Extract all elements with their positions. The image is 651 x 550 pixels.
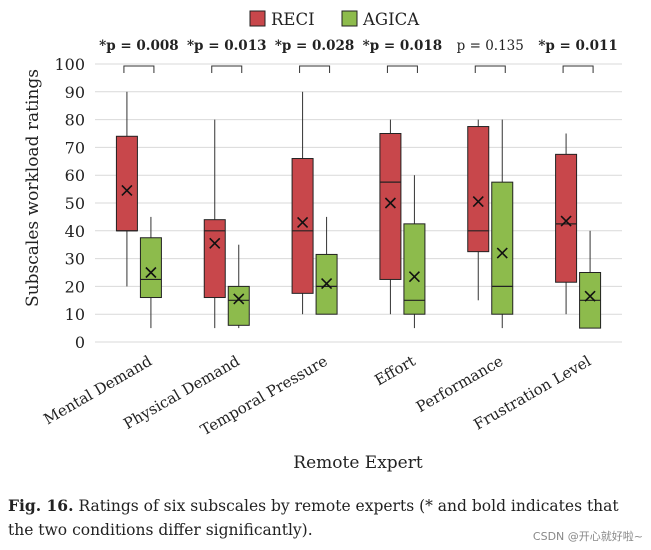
legend-label: RECI	[271, 10, 315, 29]
box-iqr	[379, 133, 402, 280]
agica-box	[227, 244, 250, 329]
mean-marker	[496, 247, 508, 259]
mean-marker	[145, 266, 157, 279]
significance-bracket	[211, 65, 243, 73]
p-value-label: *p = 0.011	[538, 38, 617, 54]
agica-box	[579, 230, 602, 329]
x-tick-label: Effort	[371, 352, 418, 390]
reci-box	[115, 91, 138, 287]
gridlines	[95, 63, 622, 343]
significance-bracket	[474, 65, 506, 73]
p-value-label: p = 0.135	[457, 38, 524, 54]
mean-marker	[472, 196, 484, 208]
reci-box	[379, 119, 402, 315]
significance-bracket	[386, 65, 418, 73]
agica-box	[139, 216, 162, 329]
mean-marker	[297, 216, 309, 229]
mean-marker	[408, 271, 420, 283]
y-tick-label: 30	[65, 250, 85, 269]
reci-box	[467, 119, 490, 301]
p-value-label: *p = 0.018	[363, 38, 442, 54]
box-iqr	[227, 285, 250, 326]
reci-box	[203, 119, 226, 329]
box-iqr	[115, 135, 138, 232]
agica-box	[315, 216, 338, 315]
y-tick-label: 90	[65, 83, 85, 102]
legend-swatch	[249, 10, 266, 27]
mean-marker	[233, 293, 245, 305]
mean-marker	[384, 197, 396, 209]
p-value-label: *p = 0.028	[275, 38, 354, 54]
legend-swatch	[341, 10, 358, 27]
significance-brackets: *p = 0.008 *p = 0.013 *p = 0.028 *p = 0.018…	[99, 38, 618, 73]
mean-marker	[209, 237, 221, 249]
caption-label: Fig. 16.	[8, 496, 74, 515]
y-axis-label: Subscales workload ratings	[23, 69, 43, 307]
reci-box	[291, 91, 314, 315]
y-tick-label: 100	[54, 55, 85, 74]
caption-text: Ratings of six subscales by remote exper…	[8, 497, 619, 539]
significance-bracket	[562, 65, 594, 73]
p-value-label: *p = 0.013	[187, 38, 266, 54]
mean-marker	[121, 184, 133, 197]
y-tick-label: 0	[75, 333, 85, 352]
agica-box	[491, 119, 514, 329]
y-tick-label: 80	[65, 111, 85, 130]
figure-caption: Fig. 16. Ratings of six subscales by rem…	[8, 494, 644, 542]
significance-bracket	[299, 65, 331, 73]
box-iqr	[139, 237, 162, 299]
y-tick-label: 60	[65, 166, 85, 185]
box-iqr	[467, 126, 490, 253]
box-series	[115, 91, 602, 329]
box-iqr	[491, 181, 514, 315]
mean-marker	[321, 278, 333, 290]
y-tick-label: 40	[65, 222, 85, 241]
legend-label: AGICA	[362, 10, 420, 29]
box-iqr	[291, 158, 314, 294]
y-tick-label: 50	[65, 194, 85, 213]
legend: RECI AGICA	[249, 10, 420, 29]
p-value-label: *p = 0.008	[99, 38, 178, 54]
y-tick-label: 20	[65, 277, 85, 296]
watermark: CSDN @开心就好啦~	[532, 530, 643, 543]
box-iqr	[555, 153, 578, 283]
mean-marker	[584, 290, 596, 302]
y-tick-label: 70	[65, 138, 85, 157]
x-axis-label: Remote Expert	[293, 453, 423, 473]
y-tick-label: 10	[65, 305, 85, 324]
box-iqr	[403, 223, 426, 315]
mean-marker	[560, 215, 572, 227]
reci-box	[555, 133, 578, 315]
agica-box	[403, 175, 426, 329]
significance-bracket	[123, 65, 155, 73]
